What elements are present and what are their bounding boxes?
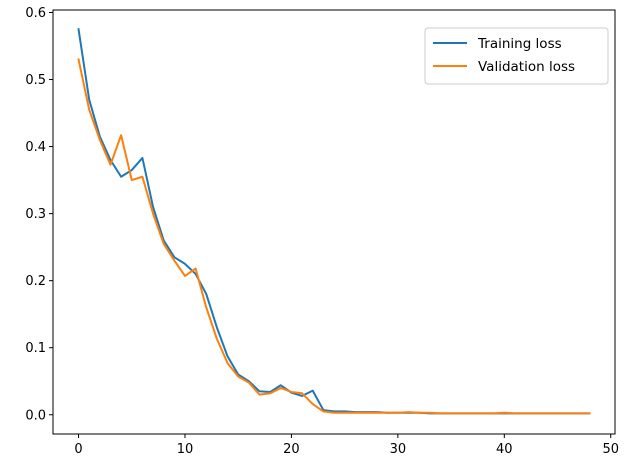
y-axis: 0.0 0.1 0.2 0.3 0.4 0.5 0.6 xyxy=(25,6,53,423)
x-axis: 0 10 20 30 40 50 xyxy=(74,434,619,457)
series-line-1 xyxy=(77,58,591,415)
y-tick-label: 0.5 xyxy=(25,73,46,88)
plot-frame xyxy=(52,9,616,435)
series-lines xyxy=(77,28,591,415)
legend-box xyxy=(424,27,609,85)
x-tick-label: 10 xyxy=(177,442,194,457)
legend-label-1: Validation loss xyxy=(478,59,575,75)
y-tick-label: 0.1 xyxy=(25,341,46,356)
y-tick-label: 0.6 xyxy=(25,6,46,21)
y-tick-label: 0.3 xyxy=(25,207,46,222)
x-tick-label: 30 xyxy=(390,442,407,457)
x-tick-label: 50 xyxy=(602,442,619,457)
legend: Training loss Validation loss xyxy=(424,27,609,85)
x-tick-label: 0 xyxy=(74,442,82,457)
y-tick-label: 0.2 xyxy=(25,274,46,289)
legend-label-0: Training loss xyxy=(477,36,562,52)
y-tick-label: 0.4 xyxy=(25,140,46,155)
x-tick-label: 20 xyxy=(283,442,300,457)
y-tick-label: 0.0 xyxy=(25,408,46,423)
x-tick-label: 40 xyxy=(496,442,513,457)
